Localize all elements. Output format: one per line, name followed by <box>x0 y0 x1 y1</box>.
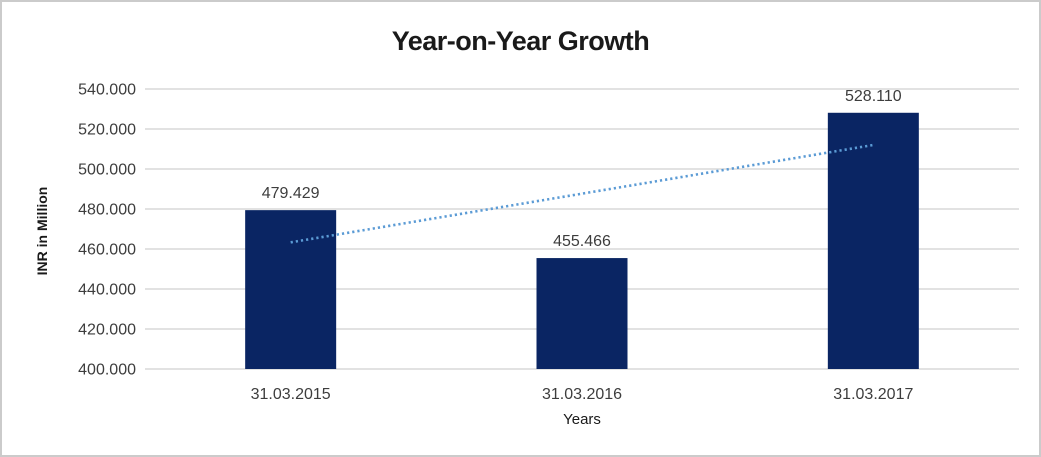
bar-data-label: 479.429 <box>262 185 320 202</box>
bar <box>536 258 628 369</box>
bar <box>827 112 919 369</box>
y-tick-label: 540.000 <box>78 82 136 99</box>
y-tick-label: 500.000 <box>78 162 136 179</box>
x-category-label: 31.03.2016 <box>542 386 622 403</box>
y-tick-label: 420.000 <box>78 322 136 339</box>
bar-data-label: 455.466 <box>553 233 611 250</box>
y-tick-label: 440.000 <box>78 282 136 299</box>
y-tick-label: 400.000 <box>78 362 136 379</box>
x-category-label: 31.03.2015 <box>251 386 331 403</box>
x-axis-title: Years <box>563 411 601 428</box>
bar <box>245 210 337 369</box>
bar-data-label: 528.110 <box>845 88 902 105</box>
chart-title: Year-on-Year Growth <box>391 26 650 56</box>
trendline <box>290 143 874 244</box>
y-tick-label: 520.000 <box>78 122 136 139</box>
y-tick-label: 460.000 <box>78 242 136 259</box>
y-tick-label: 480.000 <box>78 202 136 219</box>
x-category-label: 31.03.2017 <box>833 386 913 403</box>
